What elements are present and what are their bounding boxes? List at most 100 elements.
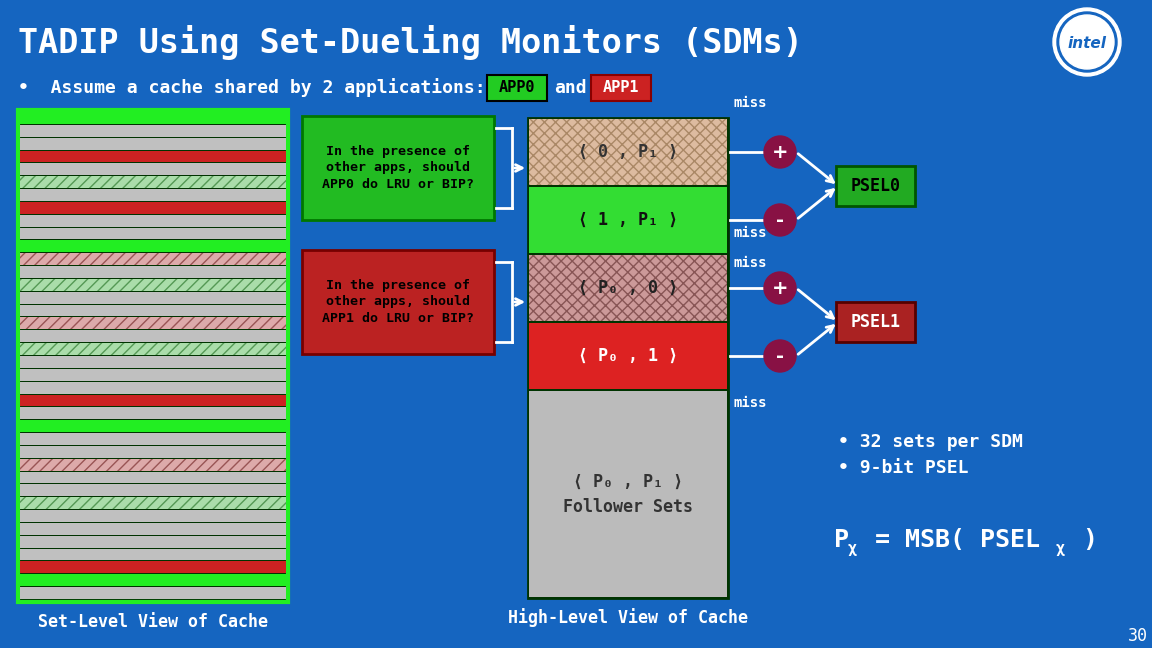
Bar [20, 549, 286, 561]
Text: P: P [834, 528, 849, 552]
Bar [20, 214, 286, 227]
Bar [20, 189, 286, 201]
Bar [20, 472, 286, 483]
Text: +: + [772, 143, 788, 161]
Bar [20, 343, 286, 355]
Bar [529, 391, 727, 597]
Bar [20, 574, 286, 586]
Text: -: - [776, 211, 785, 229]
Text: χ: χ [1056, 540, 1066, 555]
Bar [20, 202, 286, 214]
Circle shape [764, 204, 796, 236]
Bar [20, 369, 286, 380]
Text: ⟨ 1 , P₁ ⟩: ⟨ 1 , P₁ ⟩ [578, 211, 679, 229]
Bar [20, 240, 286, 252]
Text: ⟨ P₀ , 0 ⟩: ⟨ P₀ , 0 ⟩ [578, 279, 679, 297]
Text: miss: miss [734, 256, 767, 270]
Bar [20, 112, 286, 124]
Bar [20, 125, 286, 137]
Bar [529, 255, 727, 321]
Bar [20, 318, 286, 329]
Bar [20, 266, 286, 278]
Bar [20, 561, 286, 573]
FancyBboxPatch shape [302, 116, 494, 220]
Text: PSEL1: PSEL1 [850, 313, 901, 331]
Bar [20, 395, 286, 406]
Bar [20, 330, 286, 342]
Text: ⟨ P₀ , 1 ⟩: ⟨ P₀ , 1 ⟩ [578, 347, 679, 365]
Text: High-Level View of Cache: High-Level View of Cache [508, 608, 748, 627]
Circle shape [764, 340, 796, 372]
Text: χ: χ [848, 540, 857, 555]
Bar [20, 292, 286, 304]
Circle shape [764, 136, 796, 168]
Text: TADIP Using Set-Dueling Monitors (SDMs): TADIP Using Set-Dueling Monitors (SDMs) [18, 25, 803, 60]
Bar [20, 408, 286, 419]
Text: APP0: APP0 [499, 80, 536, 95]
Text: ⟨ P₀ , P₁ ⟩
Follower Sets: ⟨ P₀ , P₁ ⟩ Follower Sets [563, 472, 694, 516]
FancyBboxPatch shape [836, 302, 915, 342]
Bar [529, 187, 727, 253]
Text: = MSB( PSEL: = MSB( PSEL [861, 528, 1040, 552]
Text: Set-Level View of Cache: Set-Level View of Cache [38, 613, 268, 631]
Text: In the presence of
other apps, should
APP1 do LRU or BIP?: In the presence of other apps, should AP… [323, 279, 473, 325]
Bar [20, 279, 286, 291]
Text: intel: intel [1068, 36, 1107, 51]
Bar [20, 163, 286, 175]
Bar [20, 253, 286, 265]
Bar [20, 446, 286, 457]
Bar [529, 119, 727, 185]
Bar [20, 485, 286, 496]
Bar [529, 119, 727, 185]
Text: miss: miss [734, 96, 767, 110]
Bar [20, 510, 286, 522]
Bar [20, 343, 286, 355]
Text: PSEL0: PSEL0 [850, 177, 901, 195]
Bar [20, 227, 286, 239]
Text: APP1: APP1 [602, 80, 639, 95]
FancyBboxPatch shape [487, 75, 547, 101]
Text: • 9-bit PSEL: • 9-bit PSEL [838, 459, 969, 477]
Bar [20, 433, 286, 445]
Bar [20, 382, 286, 393]
Bar [20, 459, 286, 470]
Bar [20, 253, 286, 265]
Bar [529, 255, 727, 321]
Text: and: and [554, 79, 586, 97]
Bar [20, 420, 286, 432]
Text: +: + [772, 279, 788, 297]
Circle shape [1053, 8, 1121, 76]
Text: •  Assume a cache shared by 2 applications:: • Assume a cache shared by 2 application… [18, 78, 497, 97]
Text: miss: miss [734, 226, 767, 240]
Bar [20, 523, 286, 535]
Bar [20, 137, 286, 150]
Text: miss: miss [734, 396, 767, 410]
Bar [20, 497, 286, 509]
Bar [20, 176, 286, 188]
Bar [528, 118, 728, 598]
Bar [20, 176, 286, 188]
Bar [20, 459, 286, 470]
Text: • 32 sets per SDM: • 32 sets per SDM [838, 433, 1023, 451]
FancyBboxPatch shape [302, 250, 494, 354]
Bar [20, 279, 286, 291]
FancyBboxPatch shape [836, 166, 915, 206]
Bar [20, 536, 286, 548]
Bar [20, 150, 286, 163]
Circle shape [764, 272, 796, 304]
Text: In the presence of
other apps, should
APP0 do LRU or BIP?: In the presence of other apps, should AP… [323, 145, 473, 192]
Bar [20, 587, 286, 599]
Circle shape [1058, 12, 1117, 72]
Text: -: - [776, 347, 785, 365]
Bar [20, 318, 286, 329]
Text: ⟨ 0 , P₁ ⟩: ⟨ 0 , P₁ ⟩ [578, 143, 679, 161]
Bar [20, 356, 286, 368]
Bar [529, 323, 727, 389]
Bar [20, 497, 286, 509]
Text: 30: 30 [1128, 627, 1149, 645]
Text: ): ) [1068, 528, 1098, 552]
FancyBboxPatch shape [591, 75, 651, 101]
Bar [18, 110, 288, 602]
Circle shape [1060, 15, 1114, 69]
Bar [20, 305, 286, 316]
